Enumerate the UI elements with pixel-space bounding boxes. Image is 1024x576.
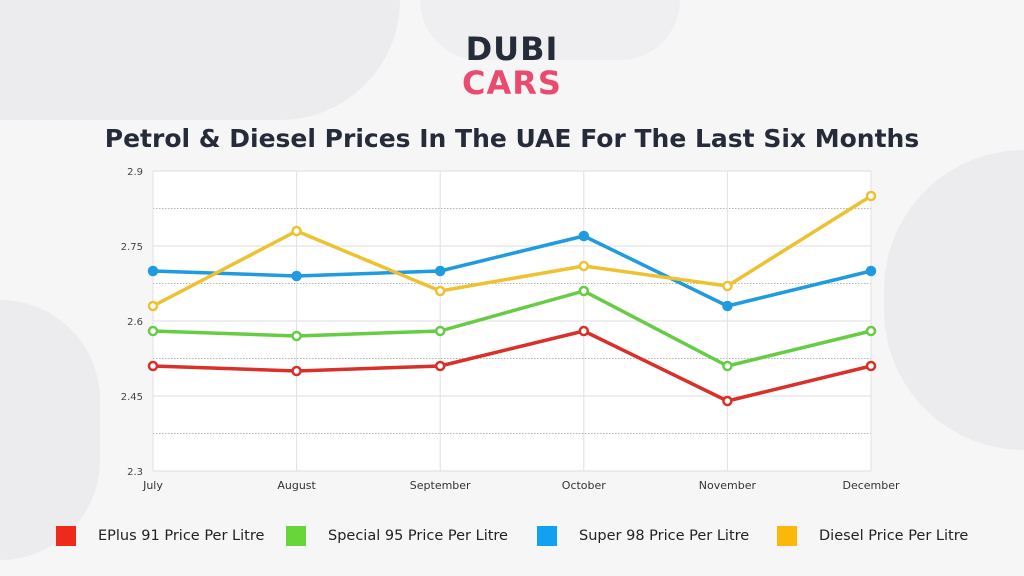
data-point bbox=[434, 325, 446, 337]
series-4 bbox=[147, 190, 877, 312]
legend-swatch bbox=[56, 526, 76, 546]
background-shape bbox=[420, 0, 680, 60]
x-tick-label: July bbox=[142, 479, 163, 492]
data-point bbox=[147, 360, 159, 372]
data-point bbox=[291, 225, 302, 237]
legend-swatch bbox=[777, 526, 797, 546]
data-point bbox=[147, 300, 159, 312]
x-tick-label: August bbox=[277, 479, 316, 492]
series-line bbox=[152, 234, 872, 308]
y-tick-label: 2.3 bbox=[127, 467, 143, 478]
data-point bbox=[291, 270, 302, 282]
y-tick-label: 2.9 bbox=[127, 167, 143, 178]
data-point bbox=[865, 265, 877, 277]
series-1 bbox=[147, 325, 877, 407]
legend-label: Diesel Price Per Litre bbox=[819, 528, 969, 544]
data-point bbox=[291, 330, 302, 342]
data-point bbox=[722, 395, 733, 407]
y-tick-label: 2.75 bbox=[121, 242, 143, 253]
data-point bbox=[147, 325, 159, 337]
data-point bbox=[578, 285, 590, 297]
series-3 bbox=[147, 230, 877, 312]
legend-swatch bbox=[537, 526, 557, 546]
data-point bbox=[722, 360, 733, 372]
x-tick-label: October bbox=[562, 479, 606, 492]
logo-cars: CARS bbox=[462, 64, 562, 102]
legend-item-eplus91: EPlus 91 Price Per Litre bbox=[56, 526, 264, 546]
chart-title: Petrol & Diesel Prices In The UAE For Th… bbox=[104, 124, 920, 153]
data-point bbox=[865, 325, 877, 337]
data-point bbox=[434, 360, 446, 372]
y-tick-label: 2.45 bbox=[121, 392, 143, 403]
series-line bbox=[152, 329, 872, 403]
logo-dubi: DUBI bbox=[465, 30, 559, 68]
data-point bbox=[434, 265, 446, 277]
y-tick-label: 2.6 bbox=[127, 317, 143, 328]
data-point bbox=[578, 325, 590, 337]
legend-item-super98: Super 98 Price Per Litre bbox=[537, 526, 749, 546]
series-line bbox=[152, 289, 872, 368]
data-point bbox=[434, 285, 446, 297]
data-point bbox=[578, 260, 590, 272]
data-point bbox=[578, 230, 590, 242]
data-point bbox=[147, 265, 159, 277]
legend-label: Special 95 Price Per Litre bbox=[328, 528, 508, 544]
legend-item-diesel: Diesel Price Per Litre bbox=[777, 526, 968, 546]
data-point bbox=[722, 300, 733, 312]
x-tick-label: September bbox=[410, 479, 471, 492]
data-point bbox=[291, 365, 302, 377]
x-tick-label: November bbox=[699, 479, 757, 492]
legend-label: EPlus 91 Price Per Litre bbox=[98, 528, 265, 544]
series-2 bbox=[147, 285, 877, 372]
legend-label: Super 98 Price Per Litre bbox=[579, 528, 750, 544]
legend-swatch bbox=[286, 526, 306, 546]
background-shape bbox=[0, 0, 400, 120]
data-point bbox=[865, 360, 877, 372]
x-tick-label: December bbox=[842, 479, 900, 492]
data-point bbox=[865, 190, 877, 202]
legend-item-special95: Special 95 Price Per Litre bbox=[286, 526, 508, 546]
series-line bbox=[152, 194, 872, 308]
data-point bbox=[722, 280, 733, 292]
